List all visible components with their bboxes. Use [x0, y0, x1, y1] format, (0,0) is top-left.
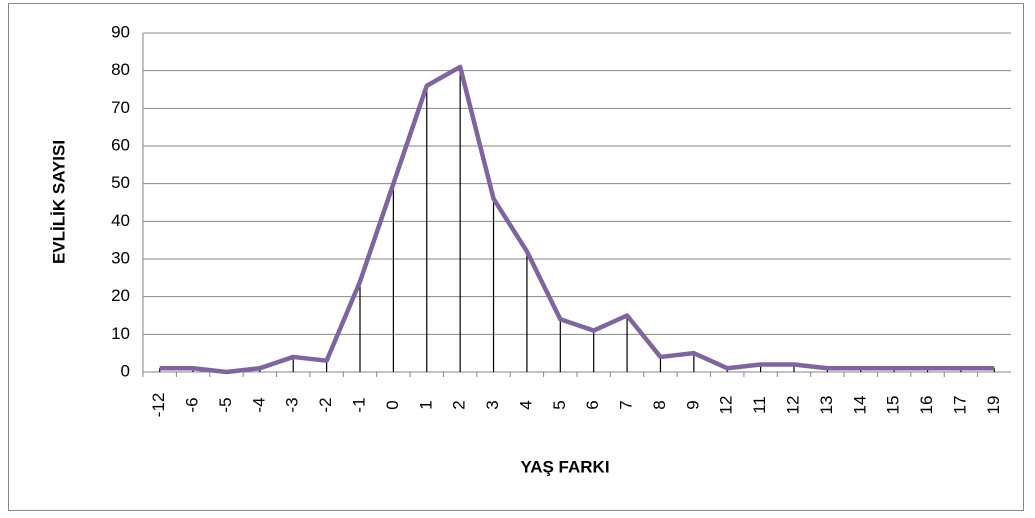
- y-tick-label: 70: [111, 98, 130, 117]
- y-tick-label: 10: [111, 324, 130, 343]
- x-tick-label: 0: [383, 400, 402, 409]
- x-tick-label: 13: [817, 396, 836, 415]
- y-axis-title: EVLİLİK SAYISI: [49, 140, 68, 264]
- y-tick-label: 50: [111, 173, 130, 192]
- x-tick-label: 19: [984, 396, 1003, 415]
- x-tick-label: 7: [617, 400, 636, 409]
- x-tick-label: 17: [950, 396, 969, 415]
- y-tick-label: 20: [111, 286, 130, 305]
- x-tick-label: -6: [183, 397, 202, 412]
- y-tick-label: 90: [111, 22, 130, 41]
- x-tick-label: -5: [216, 397, 235, 412]
- x-tick-label: 2: [450, 400, 469, 409]
- y-tick-label: 60: [111, 135, 130, 154]
- x-tick-label: 9: [683, 400, 702, 409]
- x-tick-label: 14: [850, 396, 869, 415]
- y-tick-label: 40: [111, 211, 130, 230]
- x-tick-label: 8: [650, 400, 669, 409]
- x-tick-label: 11: [750, 396, 769, 414]
- x-tick-label: -12: [149, 393, 168, 418]
- y-tick-label: 30: [111, 248, 130, 267]
- y-tick-label: 0: [121, 361, 130, 380]
- x-tick-label: 16: [917, 396, 936, 415]
- x-tick-label: 3: [483, 400, 502, 409]
- x-tick-label: 5: [550, 400, 569, 409]
- x-tick-label: 12: [783, 396, 802, 415]
- data-line: [159, 64, 995, 375]
- x-tick-label: -4: [249, 397, 268, 412]
- x-tick-label: -3: [283, 397, 302, 412]
- x-tick-label: 6: [583, 400, 602, 409]
- x-tick-label: -1: [349, 397, 368, 412]
- x-axis-title: YAŞ FARKI: [520, 457, 609, 476]
- y-tick-label: 80: [111, 60, 130, 79]
- x-tick-label: 12: [717, 396, 736, 415]
- x-tick-label: 15: [884, 396, 903, 415]
- x-tick-label: 4: [516, 400, 535, 409]
- x-tick-label: -2: [316, 397, 335, 412]
- chart-border: [8, 3, 1024, 511]
- x-tick-label: 1: [416, 400, 435, 409]
